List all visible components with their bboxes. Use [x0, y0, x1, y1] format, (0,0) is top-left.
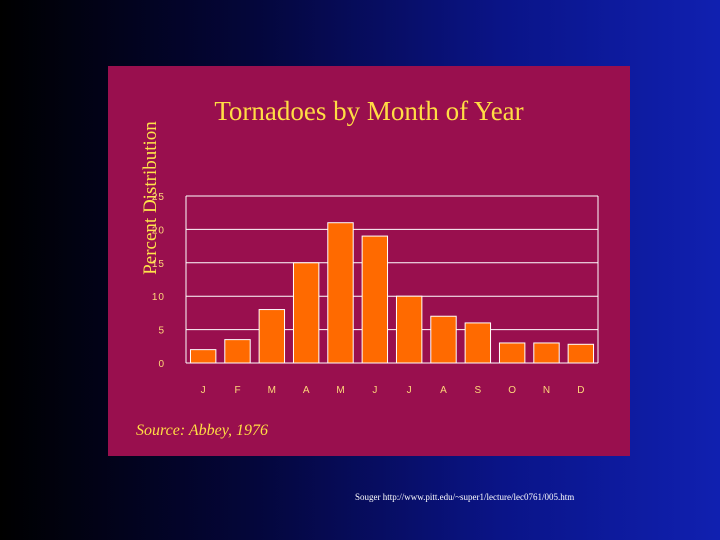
x-tick-label: J: [201, 385, 206, 396]
bar: [224, 339, 251, 364]
bar: [430, 315, 457, 364]
bar: [498, 342, 526, 364]
x-tick-label: A: [440, 385, 447, 396]
y-tick-label: 5: [158, 326, 165, 337]
x-tick-label: F: [234, 385, 240, 396]
x-tick-label: A: [303, 385, 310, 396]
x-tick-label: D: [577, 385, 584, 396]
bar: [292, 262, 320, 364]
x-tick-label: J: [407, 385, 412, 396]
bar: [327, 222, 354, 364]
bar: [567, 343, 595, 364]
y-tick-label: 10: [152, 292, 165, 303]
x-tick-label: M: [268, 385, 276, 396]
bar: [533, 342, 560, 364]
y-tick-label: 15: [152, 259, 165, 270]
x-tick-label: J: [372, 385, 377, 396]
y-tick-label: 20: [152, 225, 165, 236]
x-tick-label: M: [336, 385, 344, 396]
y-tick-label: 25: [152, 192, 165, 203]
y-tick-label: 0: [158, 359, 165, 370]
source-caption: Souger http://www.pitt.edu/~super1/lectu…: [355, 492, 575, 502]
bar: [464, 322, 492, 364]
plot-area: 0 5 10 15 20 25 J F M A M J J A S O N D: [152, 192, 599, 396]
x-tick-label: O: [508, 385, 516, 396]
chart-title: Tornadoes by Month of Year: [214, 96, 524, 126]
bar: [189, 349, 217, 364]
bar: [361, 235, 389, 364]
source-note: Source: Abbey, 1976: [136, 422, 268, 439]
chart-panel: Tornadoes by Month of Year Percent Distr…: [108, 66, 630, 456]
x-tick-label: S: [474, 385, 481, 396]
bar: [395, 295, 423, 364]
x-tick-label: N: [543, 385, 550, 396]
bar: [258, 309, 286, 364]
